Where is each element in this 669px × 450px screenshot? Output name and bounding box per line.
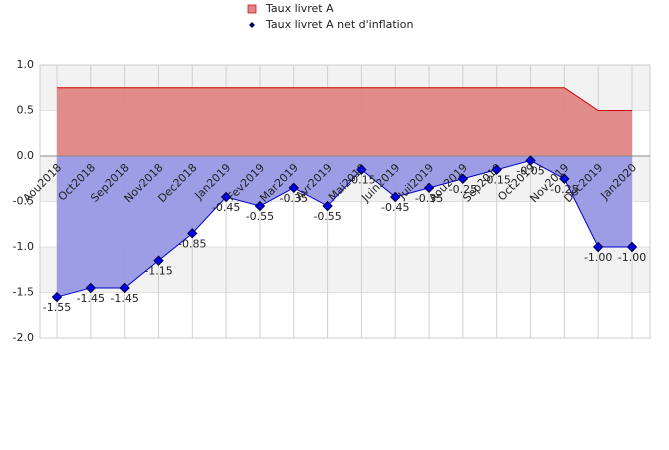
- y-tick-label: -1.5: [13, 286, 34, 299]
- plot-border: [39, 64, 651, 339]
- data-label: -0.35: [415, 192, 443, 205]
- y-tick-label: 0.5: [17, 104, 35, 117]
- marker: [457, 173, 469, 184]
- legend-swatch: [247, 4, 257, 14]
- legend-swatch: [249, 22, 255, 28]
- area: [57, 87, 632, 156]
- data-label: -0.15: [482, 174, 510, 187]
- data-label: -1.45: [77, 292, 105, 305]
- data-label: -0.45: [212, 201, 240, 214]
- data-label: -0.05: [516, 165, 544, 178]
- data-label: -0.15: [347, 174, 375, 187]
- marker: [119, 282, 130, 294]
- y-tick-label: -2.0: [13, 331, 34, 344]
- data-label: -0.25: [550, 183, 578, 196]
- marker: [220, 191, 232, 203]
- data-label: -0.45: [381, 201, 409, 214]
- marker: [423, 182, 435, 194]
- marker: [51, 291, 63, 303]
- data-label: -0.55: [246, 210, 274, 223]
- data-label: -1.45: [110, 292, 138, 305]
- y-tick-label: 1.0: [17, 58, 35, 71]
- data-label: -0.85: [178, 237, 206, 250]
- data-label: -1.55: [43, 301, 71, 314]
- marker: [491, 164, 502, 175]
- line: [57, 87, 632, 111]
- y-tick-label: -0.5: [13, 195, 34, 208]
- data-label: -0.55: [313, 210, 341, 223]
- marker: [322, 200, 333, 212]
- marker: [356, 164, 367, 175]
- marker: [153, 255, 164, 266]
- y-tick-label: -1.0: [13, 240, 34, 253]
- marker: [85, 282, 97, 294]
- data-label: -0.25: [449, 183, 477, 196]
- data-label: -1.15: [144, 265, 172, 278]
- marker: [187, 228, 198, 239]
- marker: [254, 200, 266, 212]
- y-tick-label: 0.0: [17, 149, 35, 162]
- marker: [288, 182, 299, 194]
- data-label: -1.00: [618, 251, 646, 264]
- legend-label: Taux livret A: [265, 2, 334, 15]
- line: [56, 160, 632, 298]
- marker: [559, 173, 570, 184]
- marker: [592, 241, 604, 253]
- data-label: -0.35: [280, 192, 308, 205]
- marker: [525, 155, 536, 166]
- data-label: -1.00: [584, 251, 612, 264]
- marker: [626, 241, 638, 253]
- legend-label: Taux livret A net d'inflation: [265, 18, 413, 31]
- area: [57, 156, 632, 298]
- marker: [390, 191, 401, 203]
